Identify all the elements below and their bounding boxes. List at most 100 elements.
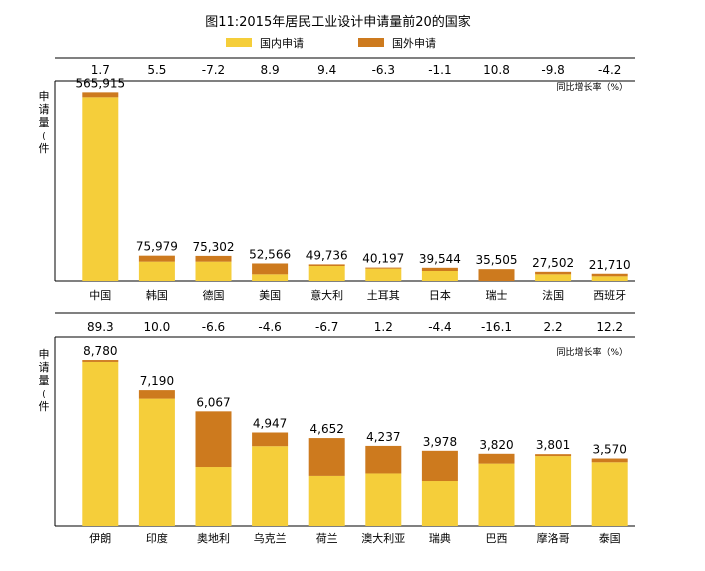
growth-value: 5.5 [147,63,166,77]
category-label: 奥地利 [197,531,230,545]
bar-foreign [252,263,289,275]
bar-total-label: 21,710 [589,258,631,272]
bar-total-label: 8,780 [83,344,117,358]
bar-total-label: 35,505 [476,253,518,267]
bar-total-label: 3,978 [423,435,457,449]
y-axis-label-char: 件 [39,400,50,413]
chart-title: 图11:2015年居民工业设计申请量前20的国家 [205,14,471,30]
bar-domestic [195,467,232,526]
growth-value: 2.2 [544,320,563,334]
category-label: 韩国 [146,288,168,302]
category-label: 乌克兰 [254,531,287,545]
growth-value: -6.6 [202,320,225,334]
bar-domestic [138,261,175,281]
growth-value: -16.1 [481,320,512,334]
growth-value: 8.9 [261,63,280,77]
y-axis-label: 申请量 (件 [39,90,50,155]
bar-domestic [591,462,628,526]
category-label: 土耳其 [367,289,400,302]
bar-total-label: 75,979 [136,240,178,254]
bar-foreign [308,438,345,476]
bar-domestic [535,456,572,526]
category-label: 伊朗 [89,532,111,545]
bar-foreign [478,269,515,281]
category-label: 巴西 [486,532,508,545]
legend-swatch-foreign [358,38,384,47]
growth-value: -4.4 [428,320,451,334]
bar-total-label: 4,947 [253,417,287,431]
category-label: 德国 [203,288,225,302]
y-axis-label-char: ( [42,132,46,142]
bar-total-label: 75,302 [193,240,235,254]
category-label: 中国 [89,289,111,302]
category-label: 西班牙 [593,289,626,302]
bar-domestic [365,268,402,281]
bar-domestic [421,481,458,526]
bar-domestic [82,361,119,526]
bar-total-label: 39,544 [419,252,461,266]
bar-foreign [591,273,628,277]
category-label: 瑞士 [486,288,508,302]
bar-total-label: 27,502 [532,256,574,270]
bar-domestic [252,446,289,526]
category-label: 荷兰 [316,532,338,545]
bar-total-label: 40,197 [362,252,404,266]
bar-total-label: 3,801 [536,438,570,452]
growth-value: -1.1 [428,63,451,77]
category-label: 美国 [259,289,281,302]
y-axis-label-char: 申 [39,90,50,103]
growth-value: 12.2 [596,320,623,334]
bar-domestic [365,473,402,526]
growth-value: -7.2 [202,63,225,77]
growth-value: 10.0 [144,320,171,334]
bar-total-label: 3,820 [479,438,513,452]
category-label: 摩洛哥 [537,531,570,545]
growth-value: 9.4 [317,63,336,77]
bar-foreign [365,267,402,269]
bar-total-label: 7,190 [140,374,174,388]
growth-value: 89.3 [87,320,114,334]
legend-label-foreign: 国外申请 [392,37,436,50]
bar-foreign [82,92,119,98]
bar-total-label: 6,067 [196,395,230,409]
chart-panels: 同比增长率（%）申请量(件1.7565,915中国5.575,979韩国-7.2… [39,57,635,545]
growth-value: -4.6 [258,320,281,334]
bar-foreign [195,411,232,468]
category-label: 印度 [146,531,168,545]
legend-swatch-domestic [226,38,252,47]
growth-value: -6.3 [372,63,395,77]
growth-rate-label: 同比增长率（%） [556,81,628,93]
y-axis-label-char: 申 [39,348,50,361]
legend-label-domestic: 国内申请 [260,36,304,50]
bar-domestic [252,274,289,281]
bar-domestic [82,97,119,281]
growth-value: -6.7 [315,320,338,334]
growth-value: -9.8 [541,63,564,77]
bar-domestic [478,463,515,526]
category-label: 瑞典 [429,531,451,545]
y-axis-label-char: 件 [39,142,50,155]
bar-domestic [421,271,458,281]
growth-value: -4.2 [598,63,621,77]
bar-foreign [478,453,515,464]
bar-foreign [591,458,628,463]
bar-foreign [421,450,458,482]
bar-foreign [365,445,402,474]
bar-foreign [535,454,572,457]
category-label: 澳大利亚 [361,531,405,545]
category-label: 日本 [429,288,451,302]
bar-domestic [308,266,345,281]
y-axis-label-char: 请 [39,103,50,116]
category-label: 意大利 [310,288,343,302]
bar-domestic [138,398,175,526]
bar-foreign [138,255,175,262]
bar-domestic [591,276,628,281]
growth-value: 1.7 [91,63,110,77]
growth-rate-label: 同比增长率（%） [556,346,628,358]
growth-value: 1.2 [374,320,393,334]
bar-domestic [195,261,232,281]
y-axis-label-char: 量 [39,116,50,129]
